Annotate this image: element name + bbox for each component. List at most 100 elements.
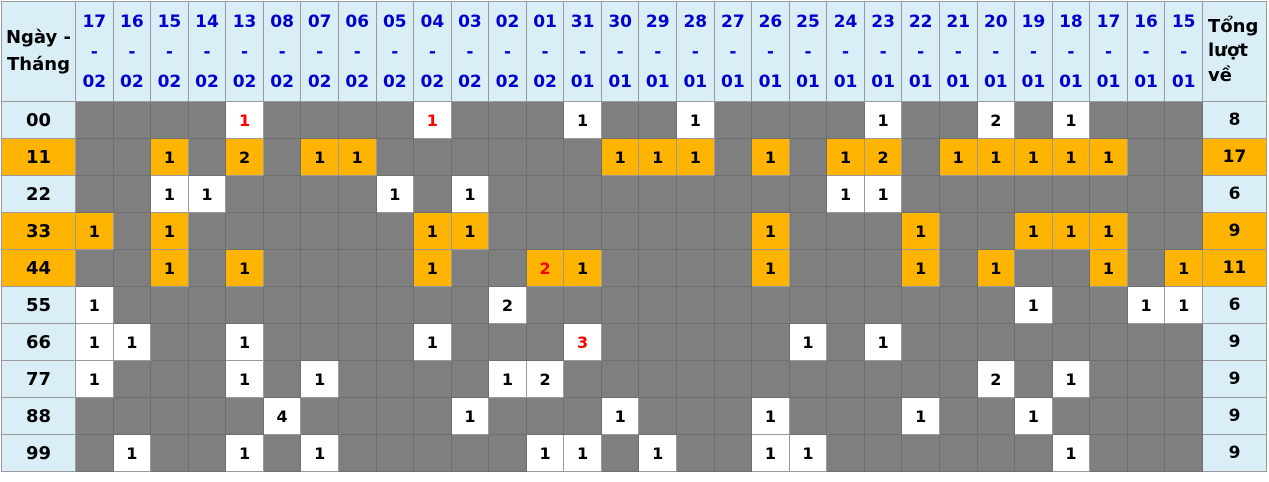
cell-99-19-01 bbox=[1014, 434, 1053, 472]
cell-88-29-01 bbox=[638, 397, 677, 435]
cell-33-22-01: 1 bbox=[901, 212, 940, 250]
cell-99-26-01: 1 bbox=[751, 434, 790, 472]
col-header-month: 02 bbox=[307, 71, 332, 92]
col-header-25-01: 25 - 01 bbox=[788, 1, 828, 102]
cell-22-05-02: 1 bbox=[375, 175, 415, 213]
cell-55-31-01 bbox=[563, 286, 602, 324]
cell-88-20-01 bbox=[976, 397, 1016, 435]
col-header-month: 02 bbox=[345, 71, 370, 92]
cell-00-20-01: 2 bbox=[976, 101, 1016, 139]
cell-55-27-01 bbox=[713, 286, 753, 324]
cell-11-20-01: 1 bbox=[976, 138, 1016, 176]
cell-66-27-01 bbox=[713, 323, 753, 361]
total-77: 9 bbox=[1202, 360, 1267, 398]
col-header-month: 01 bbox=[908, 71, 933, 92]
cell-33-04-02: 1 bbox=[413, 212, 452, 250]
cell-77-17-02: 1 bbox=[75, 360, 114, 398]
cell-88-05-02 bbox=[375, 397, 415, 435]
cell-22-06-02 bbox=[337, 175, 377, 213]
cell-00-01-02 bbox=[525, 101, 565, 139]
cell-99-05-02 bbox=[375, 434, 415, 472]
cell-33-31-01 bbox=[563, 212, 602, 250]
cell-77-25-01 bbox=[788, 360, 828, 398]
cell-00-13-02: 1 bbox=[225, 101, 264, 139]
cell-33-16-01 bbox=[1126, 212, 1166, 250]
cell-55-02-02: 2 bbox=[488, 286, 527, 324]
cell-55-04-02 bbox=[413, 286, 452, 324]
col-header-day: 18 bbox=[1059, 11, 1083, 32]
cell-88-31-01 bbox=[563, 397, 602, 435]
cell-00-17-01 bbox=[1089, 101, 1128, 139]
cell-88-18-01 bbox=[1051, 397, 1091, 435]
cell-00-23-01: 1 bbox=[863, 101, 903, 139]
cell-66-15-01 bbox=[1164, 323, 1203, 361]
cell-66-24-01 bbox=[826, 323, 865, 361]
cell-44-14-02 bbox=[187, 249, 227, 287]
cell-77-03-02 bbox=[450, 360, 490, 398]
col-header-separator: - bbox=[1180, 41, 1188, 62]
cell-22-13-02 bbox=[225, 175, 264, 213]
col-header-29-01: 29 - 01 bbox=[638, 1, 677, 102]
cell-00-15-01 bbox=[1164, 101, 1203, 139]
row-label-22: 22 bbox=[1, 175, 76, 213]
row-label-88: 88 bbox=[1, 397, 76, 435]
cell-22-07-02 bbox=[300, 175, 339, 213]
col-header-separator: - bbox=[128, 41, 136, 62]
col-header-day: 17 bbox=[82, 11, 107, 32]
col-header-15-02: 15 - 02 bbox=[150, 1, 189, 102]
header-row: Ngày - Tháng 17-02 16-02 15-02 14-02 13-02 08-… bbox=[1, 1, 1267, 102]
cell-77-19-01 bbox=[1014, 360, 1053, 398]
table-row-55: 55 1 2 1 1 1 6 bbox=[1, 286, 1267, 324]
cell-33-19-01: 1 bbox=[1014, 212, 1053, 250]
cell-99-04-02 bbox=[413, 434, 452, 472]
col-header-month: 01 bbox=[983, 71, 1008, 92]
col-header-separator: - bbox=[1067, 41, 1075, 62]
col-header-day: 16 bbox=[120, 11, 144, 32]
col-header-24-01: 24 - 01 bbox=[826, 1, 865, 102]
col-header-day: 14 bbox=[195, 11, 219, 32]
cell-44-15-02: 1 bbox=[150, 249, 189, 287]
cell-44-06-02 bbox=[337, 249, 377, 287]
cell-44-07-02 bbox=[300, 249, 339, 287]
cell-22-08-02 bbox=[262, 175, 302, 213]
cell-33-25-01 bbox=[788, 212, 828, 250]
cell-88-17-02 bbox=[75, 397, 114, 435]
cell-22-27-01 bbox=[713, 175, 753, 213]
cell-22-19-01 bbox=[1014, 175, 1053, 213]
cell-11-27-01 bbox=[713, 138, 753, 176]
cell-66-29-01 bbox=[638, 323, 677, 361]
cell-11-21-01: 1 bbox=[938, 138, 978, 176]
col-header-day: 15 bbox=[157, 11, 182, 32]
cell-55-03-02 bbox=[450, 286, 490, 324]
table-body: 00 1 1 1 1 1 2 1 8 11 1 2 1 1 1 1 1 1 1 2 1 1 1 1 1 17 22 1 1 1 1 1 1 6 33… bbox=[1, 101, 1267, 472]
col-header-month: 01 bbox=[570, 71, 595, 92]
cell-99-01-02: 1 bbox=[525, 434, 565, 472]
cell-11-13-02: 2 bbox=[225, 138, 264, 176]
cell-88-08-02: 4 bbox=[262, 397, 302, 435]
cell-22-16-01 bbox=[1126, 175, 1166, 213]
total-00: 8 bbox=[1202, 101, 1267, 139]
cell-11-25-01 bbox=[788, 138, 828, 176]
cell-99-25-01: 1 bbox=[788, 434, 828, 472]
cell-77-22-01 bbox=[901, 360, 940, 398]
col-header-day: 22 bbox=[908, 11, 933, 32]
cell-77-01-02: 2 bbox=[525, 360, 565, 398]
cell-66-30-01 bbox=[600, 323, 640, 361]
cell-22-26-01 bbox=[751, 175, 790, 213]
cell-66-23-01: 1 bbox=[863, 323, 903, 361]
cell-66-13-02: 1 bbox=[225, 323, 264, 361]
cell-77-05-02 bbox=[375, 360, 415, 398]
col-header-01-02: 01 - 02 bbox=[525, 1, 565, 102]
cell-22-25-01 bbox=[788, 175, 828, 213]
total-55: 6 bbox=[1202, 286, 1267, 324]
cell-44-08-02 bbox=[262, 249, 302, 287]
cell-66-22-01 bbox=[901, 323, 940, 361]
col-header-14-02: 14 - 02 bbox=[187, 1, 227, 102]
cell-22-29-01 bbox=[638, 175, 677, 213]
cell-00-21-01 bbox=[938, 101, 978, 139]
col-header-month: 02 bbox=[120, 71, 144, 92]
cell-22-22-01 bbox=[901, 175, 940, 213]
cell-00-14-02 bbox=[187, 101, 227, 139]
col-header-month: 01 bbox=[721, 71, 745, 92]
col-header-month: 01 bbox=[1171, 71, 1196, 92]
